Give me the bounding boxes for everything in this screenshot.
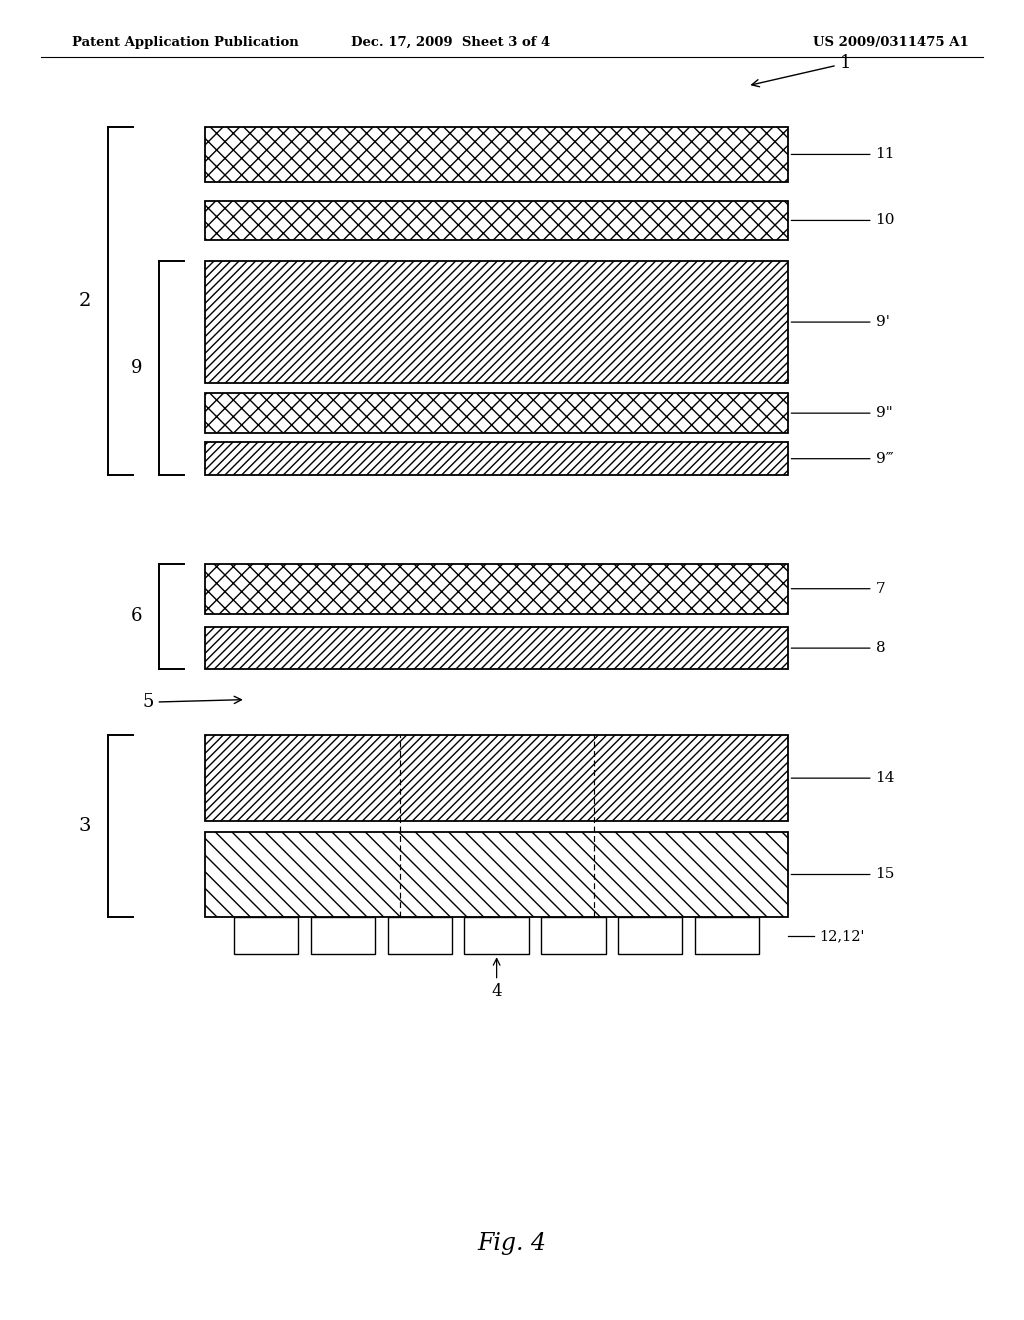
Bar xyxy=(205,735,788,821)
Bar xyxy=(617,917,682,954)
Text: 6: 6 xyxy=(130,607,142,626)
Bar xyxy=(205,832,788,917)
Bar xyxy=(205,564,788,614)
Text: 15: 15 xyxy=(792,867,895,882)
Text: 9': 9' xyxy=(792,315,890,329)
Text: 4: 4 xyxy=(492,958,502,1001)
Bar xyxy=(694,917,759,954)
Text: US 2009/0311475 A1: US 2009/0311475 A1 xyxy=(813,36,969,49)
Text: 11: 11 xyxy=(792,148,895,161)
Bar xyxy=(464,917,528,954)
Bar xyxy=(205,393,788,433)
Bar xyxy=(387,917,452,954)
Bar xyxy=(205,627,788,669)
Text: 9: 9 xyxy=(130,359,142,378)
Text: 5: 5 xyxy=(142,693,242,711)
Bar xyxy=(205,261,788,383)
Text: 14: 14 xyxy=(792,771,895,785)
Bar xyxy=(541,917,605,954)
Text: Fig. 4: Fig. 4 xyxy=(477,1232,547,1255)
Text: 12,12': 12,12' xyxy=(819,929,864,942)
Text: 9‴: 9‴ xyxy=(792,451,893,466)
Text: 9": 9" xyxy=(792,407,892,420)
Text: 3: 3 xyxy=(79,817,91,836)
Text: 8: 8 xyxy=(792,642,885,655)
Text: 7: 7 xyxy=(792,582,885,595)
Text: Dec. 17, 2009  Sheet 3 of 4: Dec. 17, 2009 Sheet 3 of 4 xyxy=(351,36,550,49)
Text: Patent Application Publication: Patent Application Publication xyxy=(72,36,298,49)
Bar xyxy=(205,201,788,240)
Text: 2: 2 xyxy=(79,292,91,310)
Bar xyxy=(205,127,788,182)
Text: 1: 1 xyxy=(752,54,851,87)
Bar xyxy=(311,917,375,954)
Bar xyxy=(233,917,299,954)
Bar xyxy=(205,442,788,475)
Text: 10: 10 xyxy=(792,214,895,227)
